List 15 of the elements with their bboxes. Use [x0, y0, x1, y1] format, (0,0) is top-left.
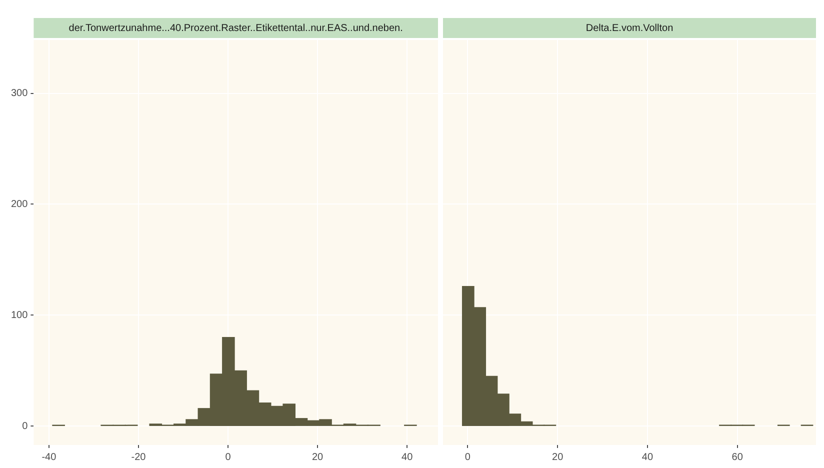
- chart-title: Delta.E.vom.Vollton: [586, 22, 674, 34]
- y-tick-label: 300: [10, 88, 28, 100]
- x-tick-label: 0: [225, 452, 232, 463]
- x-tick-label: 60: [732, 452, 744, 463]
- x-tick-label: 20: [312, 452, 324, 463]
- x-tick-label: -20: [131, 452, 146, 463]
- x-tick-label: 40: [642, 452, 654, 463]
- x-tick-label: -40: [42, 452, 57, 463]
- x-tick-label: 40: [402, 452, 414, 463]
- y-tick-label: 0: [22, 420, 28, 432]
- y-tick-label: 100: [10, 310, 28, 321]
- chart-title: der.Tonwertzunahme...40.Prozent.Raster..Etikettental..nur.EAS..und.neben.: [68, 22, 403, 34]
- x-tick-label: 0: [464, 452, 471, 463]
- x-tick-label: 20: [552, 452, 564, 463]
- y-tick-label: 200: [10, 198, 28, 210]
